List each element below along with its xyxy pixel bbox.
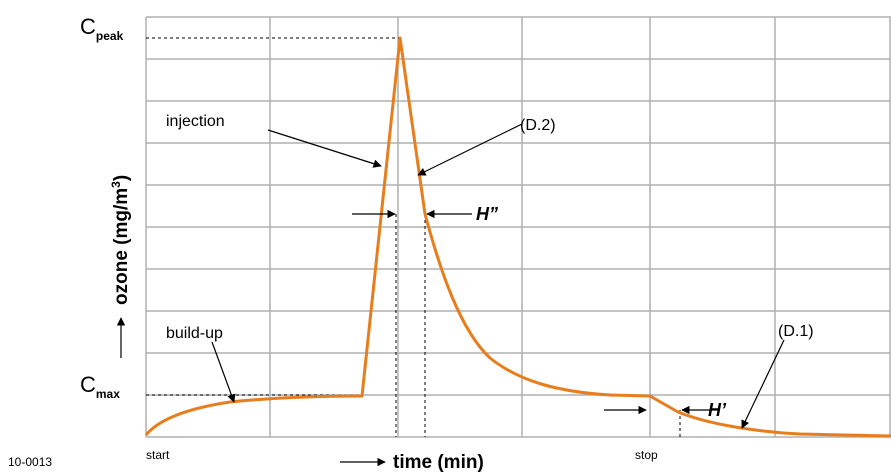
injection-arrow: [267, 129, 382, 168]
h-single-label: H’: [708, 400, 727, 420]
y-axis-label: ozone (mg/m3): [109, 175, 132, 305]
figure-id: 10-0013: [8, 455, 52, 469]
d1-arrow: [741, 339, 785, 429]
ozone-curve: [144, 36, 891, 438]
c-max-label: Cmax: [80, 372, 120, 401]
grid: [145, 16, 891, 438]
annotation-arrows: [116, 123, 785, 467]
d2-label: (D.2): [520, 117, 556, 134]
d1-label: (D.1): [778, 323, 814, 340]
x-axis-label: time (min): [393, 452, 484, 473]
build-up-arrow: [211, 341, 236, 403]
start-label: start: [146, 448, 170, 462]
c-peak-label: Cpeak: [80, 14, 124, 43]
injection-label: injection: [166, 113, 225, 130]
h-double-label: H”: [476, 204, 498, 224]
reference-lines: [146, 37, 681, 437]
stop-label: stop: [635, 448, 658, 462]
d2-arrow: [417, 123, 523, 176]
build-up-label: build-up: [166, 325, 223, 342]
